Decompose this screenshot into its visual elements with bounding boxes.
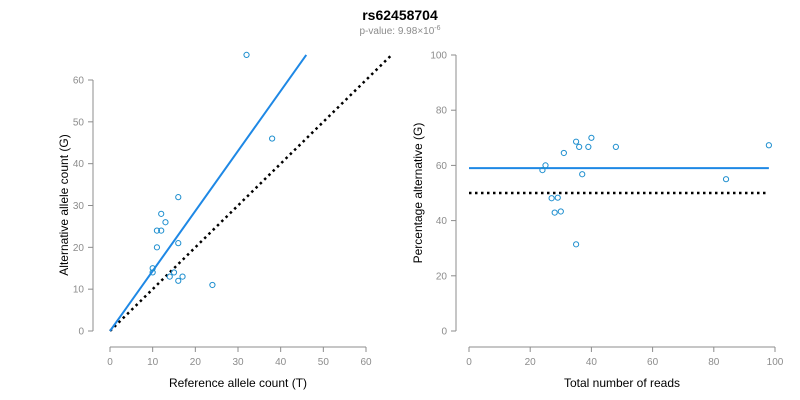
data-point bbox=[166, 273, 173, 280]
y-tick-label: 10 bbox=[73, 285, 85, 296]
times-sign: × bbox=[417, 26, 423, 37]
y-tick-label: 50 bbox=[73, 117, 85, 128]
y-tick-label: 30 bbox=[73, 201, 85, 212]
data-point bbox=[576, 143, 583, 151]
y-tick-label: 100 bbox=[430, 51, 447, 62]
data-point bbox=[612, 143, 619, 151]
y-tick-label: 60 bbox=[73, 76, 85, 87]
data-point bbox=[765, 142, 772, 149]
x-tick-label: 10 bbox=[147, 357, 159, 368]
data-point bbox=[158, 227, 165, 234]
x-tick-label: 30 bbox=[232, 357, 244, 368]
p-value-prefix: p-value: 9.98 bbox=[359, 26, 417, 37]
data-point bbox=[573, 241, 580, 248]
data-point bbox=[585, 143, 592, 151]
y-axis-label: Alternative allele count (G) bbox=[57, 134, 71, 275]
data-point bbox=[551, 209, 558, 216]
data-point bbox=[175, 240, 182, 247]
data-point bbox=[542, 162, 549, 169]
data-point bbox=[579, 171, 586, 178]
x-tick-label: 40 bbox=[586, 357, 598, 368]
data-point bbox=[560, 149, 567, 157]
x-tick-label: 40 bbox=[275, 357, 287, 368]
data-point bbox=[539, 166, 546, 174]
x-tick-label: 60 bbox=[647, 357, 659, 368]
data-point bbox=[722, 176, 730, 183]
data-point bbox=[209, 281, 216, 289]
chart-title: rs62458704 bbox=[362, 7, 438, 23]
x-tick-label: 20 bbox=[525, 357, 537, 368]
y-tick-label: 0 bbox=[78, 327, 84, 338]
reference-line bbox=[109, 54, 393, 332]
y-tick-label: 80 bbox=[436, 106, 448, 117]
data-point bbox=[175, 277, 182, 284]
x-tick-label: 80 bbox=[708, 357, 720, 368]
data-point bbox=[243, 51, 250, 59]
data-point bbox=[554, 194, 561, 201]
x-tick-label: 0 bbox=[466, 357, 472, 368]
y-tick-label: 0 bbox=[441, 327, 447, 338]
data-point bbox=[153, 244, 161, 251]
y-tick-label: 40 bbox=[73, 159, 85, 170]
data-point bbox=[158, 210, 165, 217]
x-tick-label: 20 bbox=[190, 357, 202, 368]
data-point bbox=[170, 269, 178, 276]
x-tick-label: 0 bbox=[107, 357, 113, 368]
data-point bbox=[162, 219, 169, 226]
y-tick-label: 60 bbox=[436, 161, 448, 172]
y-tick-label: 40 bbox=[436, 216, 448, 227]
x-tick-label: 60 bbox=[360, 357, 372, 368]
data-point bbox=[573, 138, 580, 145]
data-point bbox=[269, 135, 276, 142]
data-point bbox=[149, 269, 156, 276]
data-point bbox=[548, 195, 555, 202]
scatter-panel-allele-counts: 0 10 20 30 40 50 60 0 10 20 30 40 50 60 Reference alle… bbox=[57, 51, 393, 390]
y-axis-label: Percentage alternative (G) bbox=[411, 123, 425, 264]
y-tick-label: 20 bbox=[73, 243, 85, 254]
p-value-exponent: -6 bbox=[434, 25, 440, 32]
data-point bbox=[175, 194, 182, 201]
y-tick-label: 20 bbox=[436, 271, 448, 282]
x-axis-label: Reference allele count (T) bbox=[169, 376, 307, 390]
scatter-panel-percentage: 0 20 40 60 80 100 0 20 40 60 80 100 Total number of … bbox=[411, 51, 784, 391]
data-point bbox=[149, 265, 156, 272]
chart-subtitle: p-value: 9.98×10-6 bbox=[359, 25, 440, 37]
data-point bbox=[179, 273, 186, 280]
data-point bbox=[588, 134, 595, 141]
data-point bbox=[557, 208, 564, 215]
fit-line bbox=[109, 54, 308, 332]
x-axis-label: Total number of reads bbox=[564, 376, 680, 390]
x-tick-label: 50 bbox=[318, 357, 330, 368]
x-tick-label: 100 bbox=[767, 357, 784, 368]
data-point bbox=[153, 227, 161, 234]
p-value-base: 10 bbox=[423, 26, 435, 37]
